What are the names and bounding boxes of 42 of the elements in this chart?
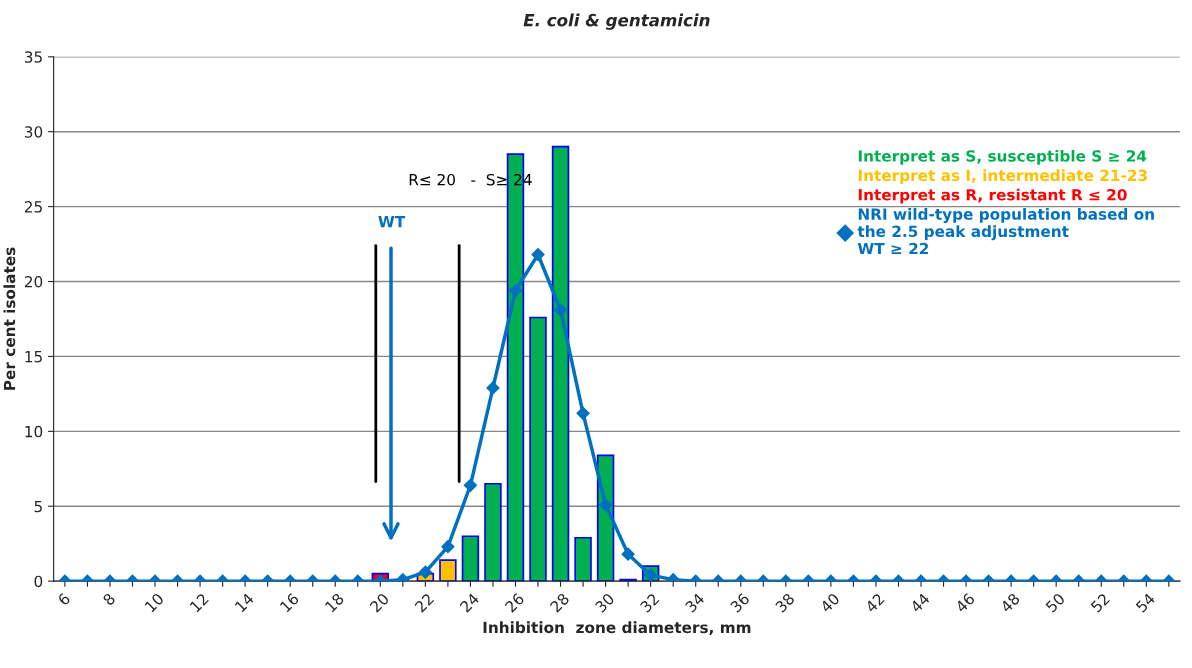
x-tick-label: 42 [864, 592, 885, 613]
y-tick-label: 0 [34, 575, 43, 588]
x-tick-label: 46 [954, 592, 976, 614]
x-tick-label: 50 [1045, 592, 1066, 613]
x-tick-label: 44 [909, 592, 931, 613]
x-tick-label: 34 [684, 592, 706, 613]
annotation: R≤ 20 - S≥ 24 [409, 173, 532, 186]
x-tick-label: 8 [102, 592, 116, 607]
y-tick-label: 10 [25, 425, 43, 438]
y-tick-label: 35 [24, 51, 42, 63]
text: Interpret as I, intermediate 21-23 [858, 169, 1147, 185]
y-tick-label: 25 [24, 201, 42, 213]
legend-label: NRI wild-type population based on the 2.5 peak adjustment WT ≥ 22 [857, 208, 1154, 255]
x-tick-label: 32 [639, 592, 660, 613]
x-tick-label: 40 [819, 592, 841, 614]
x-tick-label: 36 [729, 592, 751, 613]
text: Interpret as S, susceptible S ≥ 24 [858, 149, 1147, 165]
x-tick-label: 52 [1090, 592, 1111, 613]
x-tick-label: 16 [279, 592, 300, 613]
y-tick-label: 15 [25, 351, 42, 363]
x-tick-label: 54 [1135, 592, 1156, 613]
y-tick-label: 20 [24, 275, 43, 288]
x-tick-label: 20 [369, 592, 390, 613]
x-tick-label: 24 [459, 592, 480, 613]
x-axis-title: Inhibition zone diameters, mm [483, 621, 751, 636]
x-tick-label: 26 [504, 592, 525, 613]
x-tick-label: 12 [189, 592, 209, 613]
x-tick-label: 10 [144, 592, 165, 613]
x-tick-label: 30 [594, 592, 615, 613]
x-tick-label: 38 [774, 592, 796, 613]
x-tick-label: 6 [57, 592, 71, 607]
y-tick-label: 30 [24, 126, 43, 138]
chart-title: E. coli & gentamicin [523, 13, 710, 30]
x-tick-label: 18 [324, 592, 345, 613]
x-tick-label: 14 [234, 592, 255, 613]
y-tick-label: 5 [34, 500, 42, 513]
text: Interpret as R, resistant R ≤ 20 [858, 188, 1127, 204]
x-tick-label: 28 [549, 592, 570, 613]
y-axis-title: Per cent isolates [3, 247, 16, 390]
x-tick-label: 48 [999, 592, 1021, 614]
x-tick-label: 22 [414, 592, 435, 613]
annotation: WT [378, 216, 406, 228]
